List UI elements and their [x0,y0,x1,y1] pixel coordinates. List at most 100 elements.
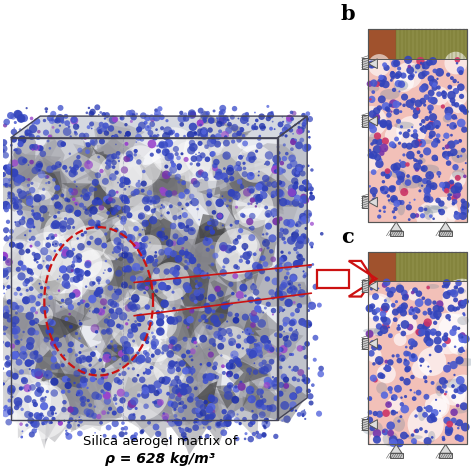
Circle shape [290,275,297,282]
Circle shape [418,207,424,212]
Circle shape [196,346,198,347]
Circle shape [93,405,96,408]
Circle shape [228,338,236,346]
Polygon shape [200,292,236,314]
Circle shape [386,421,395,430]
Circle shape [33,318,39,324]
Circle shape [248,156,255,163]
Polygon shape [0,247,65,318]
Circle shape [435,198,441,203]
Ellipse shape [445,379,465,389]
Circle shape [259,411,266,418]
Circle shape [164,236,168,240]
Circle shape [294,171,300,177]
Circle shape [151,280,156,285]
Circle shape [147,310,177,339]
Circle shape [270,208,279,217]
Bar [362,196,368,208]
Circle shape [442,285,445,288]
Circle shape [145,369,151,375]
Circle shape [246,367,252,373]
Circle shape [212,109,216,112]
Circle shape [14,179,21,186]
Circle shape [255,194,263,201]
Circle shape [122,346,130,355]
Circle shape [17,199,22,204]
Circle shape [384,360,388,364]
Circle shape [278,382,284,388]
Circle shape [181,181,186,185]
Polygon shape [195,233,231,288]
Circle shape [115,270,122,277]
Circle shape [456,62,458,64]
Circle shape [271,111,273,114]
Circle shape [64,298,73,306]
Circle shape [149,121,155,127]
Circle shape [110,218,145,253]
Circle shape [166,392,170,396]
Circle shape [16,267,21,272]
Circle shape [114,302,119,308]
Circle shape [266,405,273,411]
Circle shape [157,313,164,321]
Circle shape [400,309,407,317]
Circle shape [82,193,90,201]
Circle shape [396,411,398,414]
Circle shape [91,128,92,129]
Circle shape [246,123,249,126]
Circle shape [421,70,428,77]
Circle shape [136,323,139,327]
Circle shape [236,343,237,345]
Polygon shape [440,444,451,453]
Circle shape [289,392,297,400]
Polygon shape [208,253,238,294]
Circle shape [235,313,239,317]
Circle shape [28,134,35,140]
Circle shape [223,257,229,264]
Circle shape [271,380,278,387]
Circle shape [31,369,39,377]
Circle shape [160,207,162,210]
Circle shape [43,129,49,136]
Circle shape [422,125,425,127]
Circle shape [289,287,292,291]
Circle shape [67,218,74,225]
Circle shape [74,202,76,204]
Circle shape [38,296,40,298]
Circle shape [125,265,131,272]
Circle shape [144,205,150,211]
Circle shape [78,337,81,340]
Circle shape [443,291,451,299]
Circle shape [457,66,464,73]
Circle shape [264,126,266,128]
Circle shape [3,305,9,311]
Circle shape [74,132,78,136]
Polygon shape [104,341,127,369]
Circle shape [10,136,17,143]
Circle shape [137,180,140,182]
Circle shape [77,392,80,394]
Circle shape [254,343,256,346]
Circle shape [29,384,36,391]
Circle shape [254,297,262,305]
Circle shape [172,291,174,294]
Bar [10,138,278,419]
Circle shape [75,268,83,276]
Circle shape [68,188,73,193]
Bar [10,138,278,419]
Circle shape [190,348,196,355]
Circle shape [172,270,180,277]
Polygon shape [58,214,118,241]
Circle shape [424,330,430,337]
Circle shape [178,216,182,219]
Circle shape [290,319,297,326]
Circle shape [123,155,130,162]
Circle shape [221,195,223,197]
Circle shape [5,355,10,360]
Circle shape [222,265,225,269]
Circle shape [60,141,66,147]
Circle shape [435,125,439,129]
Circle shape [215,326,250,360]
Circle shape [174,173,181,180]
Circle shape [154,255,157,258]
